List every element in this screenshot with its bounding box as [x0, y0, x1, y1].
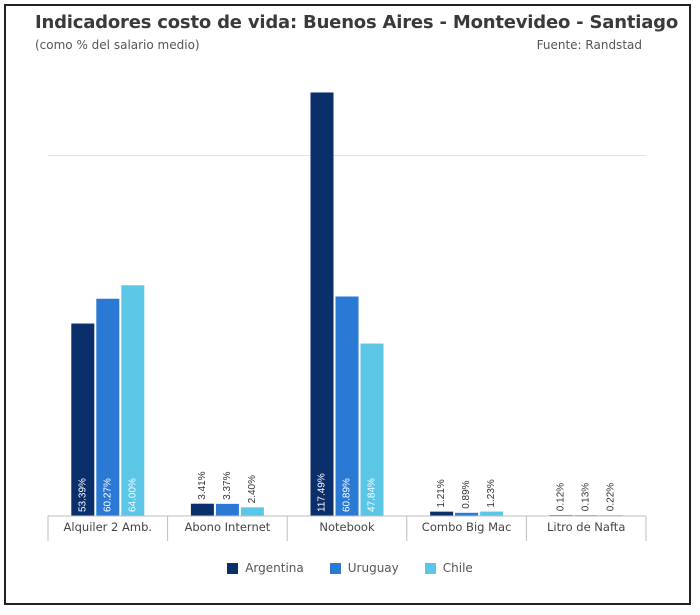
x-tick-label: Alquiler 2 Amb.: [64, 520, 153, 534]
data-label: 117.49%: [317, 473, 328, 512]
bar-uruguay: [96, 298, 120, 516]
data-label: 3.41%: [197, 471, 208, 499]
bar-uruguay: [455, 512, 479, 516]
data-label: 2.40%: [247, 475, 258, 503]
data-label: 1.21%: [436, 479, 447, 507]
data-label: 3.37%: [222, 471, 233, 499]
data-label: 60.89%: [342, 478, 353, 512]
data-label: 47.84%: [367, 478, 378, 512]
x-tick-label: Combo Big Mac: [422, 520, 512, 534]
bar-chile: [360, 343, 384, 516]
x-tick-label: Abono Internet: [184, 520, 270, 534]
data-label: 0.89%: [461, 480, 472, 508]
bar-argentina: [430, 511, 454, 516]
bar-argentina: [190, 503, 214, 516]
chart-source: Fuente: Randstad: [536, 38, 642, 52]
legend-item-uruguay: Uruguay: [329, 561, 399, 575]
data-label: 64.00%: [127, 478, 138, 512]
data-label: 1.23%: [486, 479, 497, 507]
legend-item-chile: Chile: [424, 561, 473, 575]
x-tick-label: Notebook: [319, 520, 375, 534]
bar-chile: [480, 511, 504, 516]
legend-swatch: [227, 562, 239, 574]
bar-chile: [121, 285, 145, 516]
chart-legend: Argentina Uruguay Chile: [0, 561, 700, 575]
bar-uruguay: [215, 503, 239, 516]
x-tick-label: Litro de Nafta: [547, 520, 625, 534]
chart-title: Indicadores costo de vida: Buenos Aires …: [35, 12, 679, 33]
data-label: 60.27%: [102, 478, 113, 512]
legend-swatch: [329, 562, 341, 574]
legend-swatch: [424, 562, 436, 574]
bar-argentina: [71, 323, 95, 516]
legend-label: Uruguay: [347, 561, 399, 575]
bar-uruguay: [335, 296, 359, 516]
legend-label: Chile: [442, 561, 473, 575]
bar-argentina: [310, 92, 334, 516]
chart-subtitle: (como % del salario medio): [35, 38, 200, 52]
data-label: 0.22%: [606, 483, 617, 511]
data-label: 0.13%: [581, 483, 592, 511]
legend-label: Argentina: [245, 561, 304, 575]
data-label: 53.39%: [77, 478, 88, 512]
legend-item-argentina: Argentina: [227, 561, 304, 575]
data-label: 0.12%: [556, 483, 567, 511]
bar-chile: [240, 507, 264, 516]
